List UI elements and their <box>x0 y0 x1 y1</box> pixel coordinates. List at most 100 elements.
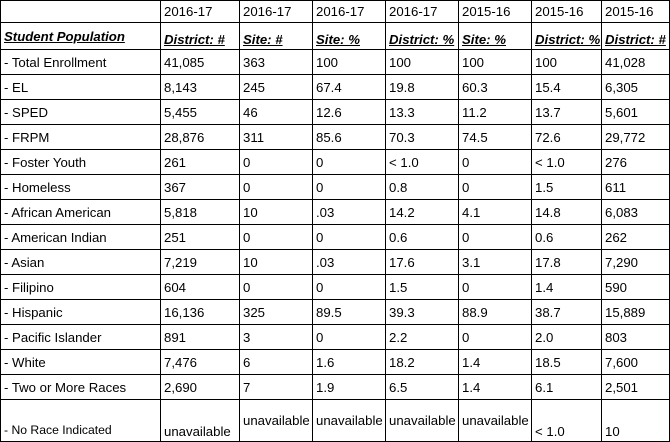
row-label: - White <box>0 349 161 375</box>
table-cell: unavailable <box>458 399 532 442</box>
table-cell: 1.4 <box>531 274 602 300</box>
table-cell: 7,219 <box>160 249 240 275</box>
table-cell: 18.2 <box>385 349 459 375</box>
table-row: - African American 5,818 10.03 14.2 4.1 14.8 6… <box>0 199 670 225</box>
table-cell: 0 <box>312 224 386 250</box>
table-cell: unavailable <box>239 399 313 442</box>
table-cell: 0.6 <box>385 224 459 250</box>
table-cell: unavailable <box>385 399 459 442</box>
table-cell: 1.4 <box>458 374 532 400</box>
table-cell: 1.4 <box>458 349 532 375</box>
table-cell: 41,085 <box>160 49 240 75</box>
table-cell: 4.1 <box>458 199 532 225</box>
row-label: - Hispanic <box>0 299 161 325</box>
table-cell: 7,600 <box>601 349 670 375</box>
year-header-cell: 2016-17 <box>239 0 313 23</box>
table-cell: 0 <box>239 224 313 250</box>
table-cell: 18.5 <box>531 349 602 375</box>
year-header-cell: 2015-16 <box>458 0 532 23</box>
table-cell: 803 <box>601 324 670 350</box>
table-row: - Total Enrollment 41,085 363 100 100 100 100 4… <box>0 49 670 75</box>
table-row: - American Indian 251 0 0 0.6 0 0.6 262 <box>0 224 670 250</box>
column-header: District: % <box>385 22 459 50</box>
year-header-cell: 2015-16 <box>601 0 670 23</box>
year-header-cell: 2016-17 <box>385 0 459 23</box>
table-cell: 0 <box>458 274 532 300</box>
table-cell: 311 <box>239 124 313 150</box>
column-header: Site: # <box>239 22 313 50</box>
table-cell: 39.3 <box>385 299 459 325</box>
table-cell: 7,290 <box>601 249 670 275</box>
table-cell: 6,305 <box>601 74 670 100</box>
table-cell: 72.6 <box>531 124 602 150</box>
table-cell: 88.9 <box>458 299 532 325</box>
table-cell: unavailable <box>160 399 240 442</box>
table-cell: 2.2 <box>385 324 459 350</box>
table-cell: 13.7 <box>531 99 602 125</box>
table-cell: 3.1 <box>458 249 532 275</box>
table-cell: 7,476 <box>160 349 240 375</box>
table-cell: 604 <box>160 274 240 300</box>
table-cell: 611 <box>601 174 670 200</box>
table-cell: 0 <box>312 149 386 175</box>
table-cell: 891 <box>160 324 240 350</box>
row-label: - Asian <box>0 249 161 275</box>
table-cell: 15,889 <box>601 299 670 325</box>
table-cell: 15.4 <box>531 74 602 100</box>
column-header: Site: % <box>312 22 386 50</box>
table-row: - FRPM 28,876 311 85.6 70.3 74.5 72.6 29,772 <box>0 124 670 150</box>
table-cell: 590 <box>601 274 670 300</box>
table-cell: 10 <box>239 199 313 225</box>
table-row: - Pacific Islander 891 3 0 2.2 0 2.0 803 <box>0 324 670 350</box>
table-cell: < 1.0 <box>531 149 602 175</box>
table-cell: 6 <box>239 349 313 375</box>
row-label: - Two or More Races <box>0 374 161 400</box>
table-cell: 363 <box>239 49 313 75</box>
table-cell: 100 <box>312 49 386 75</box>
table-cell: 0 <box>312 174 386 200</box>
table-cell: 13.3 <box>385 99 459 125</box>
table-row: - Two or More Races 2,690 7 1.9 6.5 1.4 6.1 2,5… <box>0 374 670 400</box>
table-cell: 5,455 <box>160 99 240 125</box>
table-cell: 0 <box>239 149 313 175</box>
column-header: District: # <box>601 22 670 50</box>
row-label: - Filipino <box>0 274 161 300</box>
table-cell: 6.5 <box>385 374 459 400</box>
table-cell: 0 <box>458 324 532 350</box>
table-cell: 5,818 <box>160 199 240 225</box>
table-cell: 3 <box>239 324 313 350</box>
column-header-row: Student Population District: # Site: # S… <box>0 22 670 50</box>
table-row: - Filipino 604 0 0 1.5 0 1.4 590 <box>0 274 670 300</box>
table-cell: .03 <box>312 199 386 225</box>
table-cell: 276 <box>601 149 670 175</box>
table-cell: 325 <box>239 299 313 325</box>
table-cell: unavailable <box>312 399 386 442</box>
table-cell: 0.6 <box>531 224 602 250</box>
table-cell: 0 <box>458 149 532 175</box>
table-cell: 89.5 <box>312 299 386 325</box>
table-row: - Homeless 367 0 0 0.8 0 1.5 611 <box>0 174 670 200</box>
table-cell: 262 <box>601 224 670 250</box>
corner-cell <box>0 0 161 23</box>
year-header-cell: 2015-16 <box>531 0 602 23</box>
table-cell: 0 <box>458 224 532 250</box>
table-cell: 12.6 <box>312 99 386 125</box>
table-cell: < 1.0 <box>385 149 459 175</box>
table-row: - No Race Indicated unavailable unavailabl… <box>0 399 670 442</box>
table-cell: 19.8 <box>385 74 459 100</box>
row-label: - Homeless <box>0 174 161 200</box>
row-label: - EL <box>0 74 161 100</box>
table-title: Student Population <box>0 22 161 50</box>
row-label: - SPED <box>0 99 161 125</box>
table-cell: 6.1 <box>531 374 602 400</box>
table-cell: 11.2 <box>458 99 532 125</box>
row-label: - American Indian <box>0 224 161 250</box>
table-cell: 10 <box>601 399 670 442</box>
table-cell: 70.3 <box>385 124 459 150</box>
table-cell: .03 <box>312 249 386 275</box>
table-row: - Asian 7,219 10.03 17.6 3.1 17.8 7,290 <box>0 249 670 275</box>
table-cell: 17.8 <box>531 249 602 275</box>
table-cell: 1.5 <box>531 174 602 200</box>
table-cell: 367 <box>160 174 240 200</box>
